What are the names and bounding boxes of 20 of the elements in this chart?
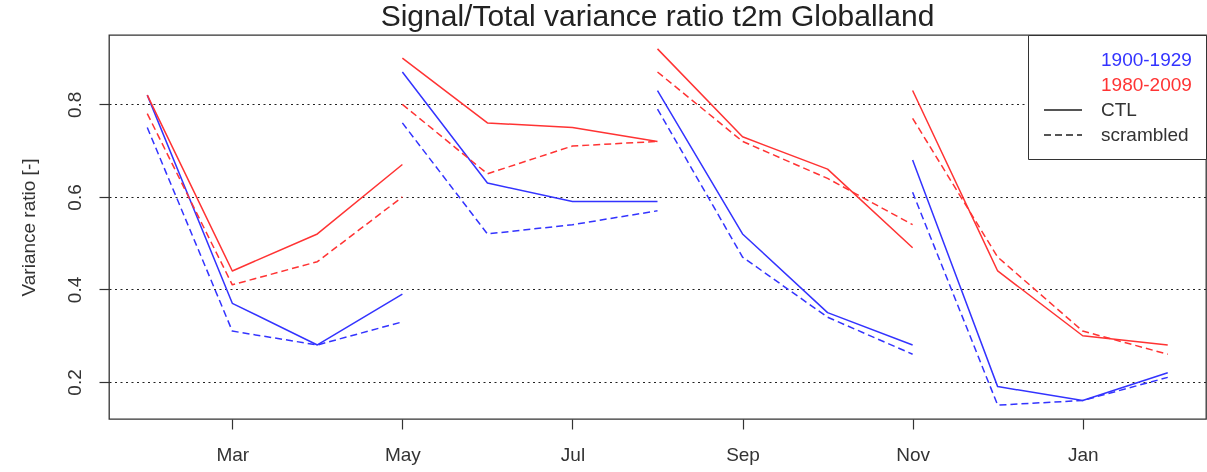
x-tick-label: Jan [1067,443,1099,465]
y-tick-label: 0.6 [63,184,85,211]
line-series [146,112,404,286]
chart-title: Signal/Total variance ratio t2m Globalland [380,0,935,32]
x-tick-label: Sep [726,443,760,465]
y-tick-label: 0.2 [63,369,85,396]
y-axis-title: Variance ratio [-] [17,158,39,297]
line-series [146,94,404,272]
x-tick-label: Nov [896,443,931,465]
annotation: CTL [1101,99,1137,120]
x-tick-label: May [384,443,422,465]
y-tick-label: 0.4 [63,276,85,304]
y-tick-label: 0.8 [63,91,85,119]
x-tick-label: Jul [560,443,586,465]
text: 1900-1929 [1101,49,1192,70]
text: 1980-2009 [1101,74,1192,95]
line-series [401,122,659,235]
line-series [656,48,914,249]
annotation: scrambled [1101,124,1189,145]
x-tick-label: Mar [216,443,250,465]
